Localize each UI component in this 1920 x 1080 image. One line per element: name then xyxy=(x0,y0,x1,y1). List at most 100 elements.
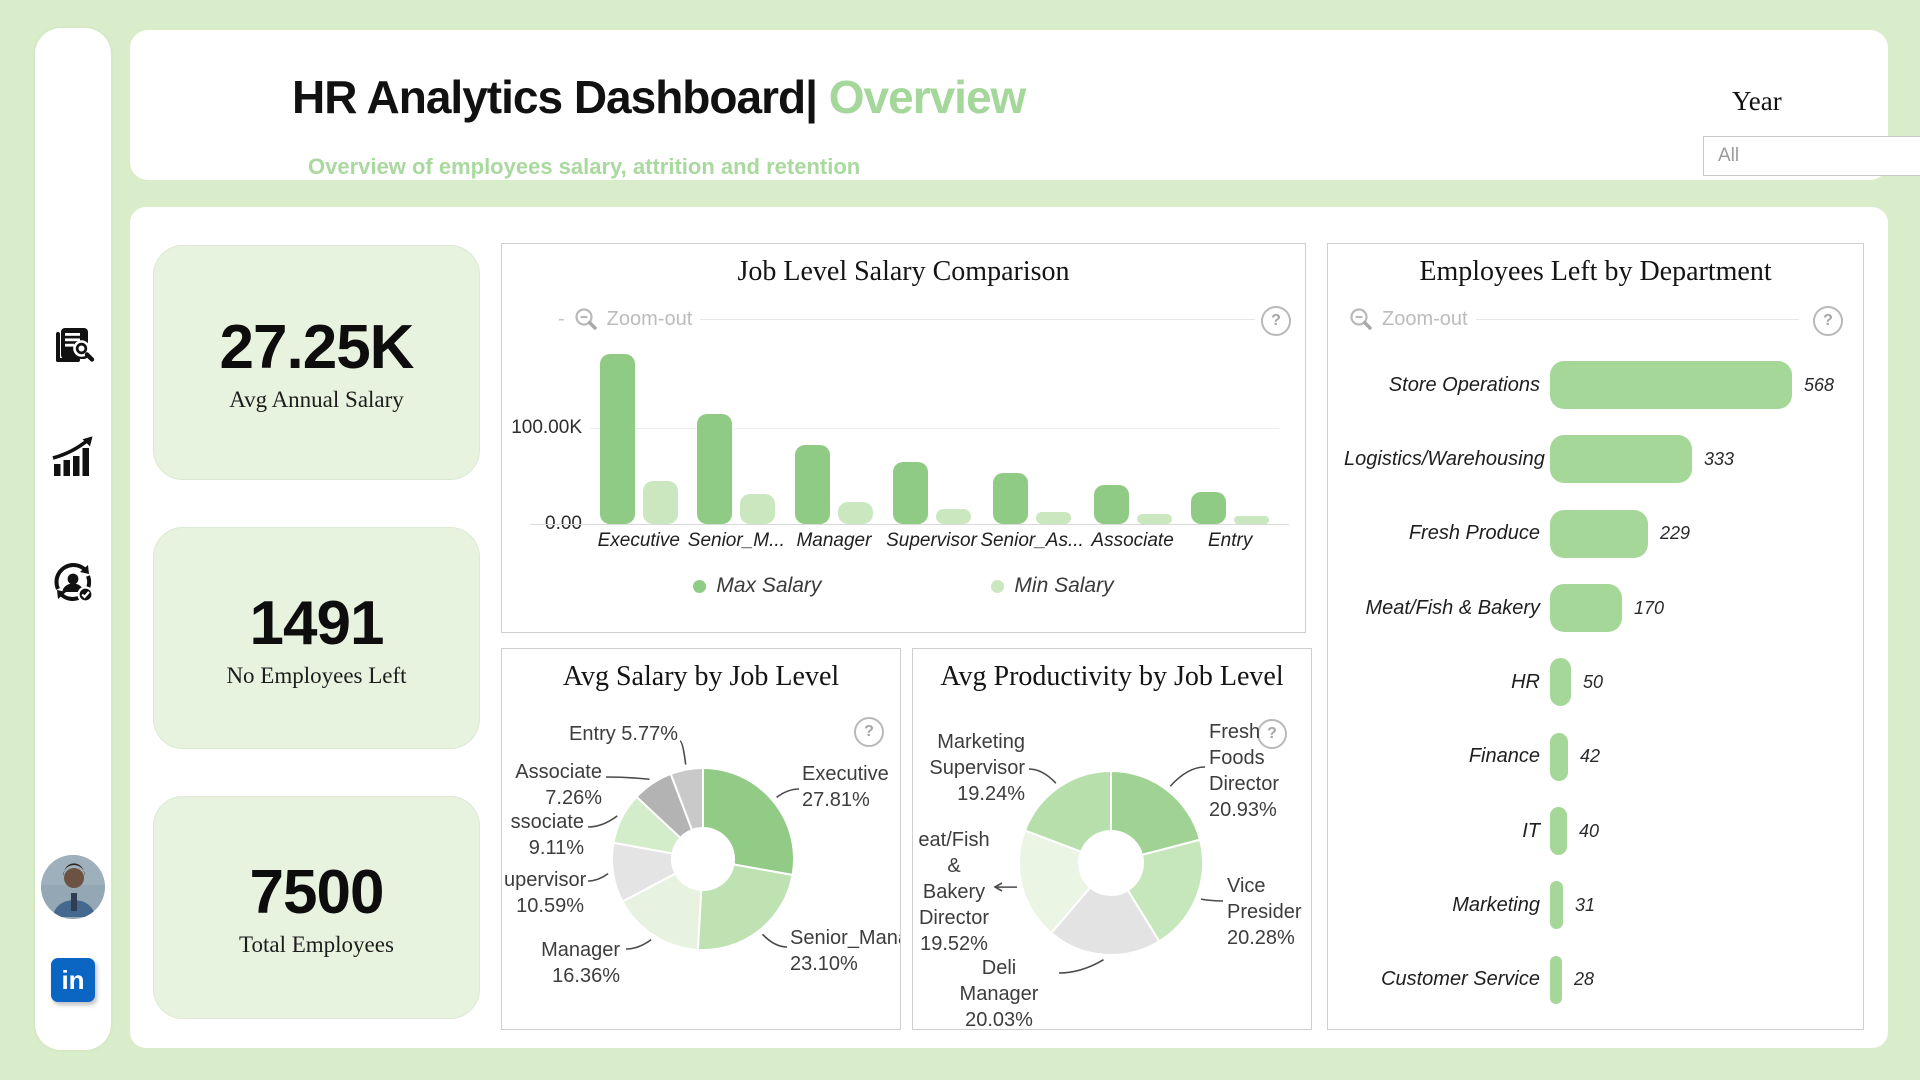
chart-title: Job Level Salary Comparison xyxy=(737,256,1070,287)
avatar[interactable] xyxy=(41,855,105,919)
help-icon[interactable]: ? xyxy=(1813,306,1843,336)
x-axis-label: Associate xyxy=(1091,530,1174,551)
salary-comparison-panel: Job Level Salary Comparison - Zoom-out ?… xyxy=(501,243,1306,633)
dept-row: Logistics/Warehousing 333 xyxy=(1344,422,1851,496)
label-connector xyxy=(679,740,687,765)
dept-value: 229 xyxy=(1660,523,1691,544)
bar-min-salary[interactable] xyxy=(935,509,971,524)
donut-slice[interactable] xyxy=(1110,769,1202,857)
zoom-out-icon[interactable] xyxy=(573,306,599,332)
bar-min-salary[interactable] xyxy=(837,502,873,524)
dept-label: Store Operations xyxy=(1388,373,1540,396)
bar-min-salary[interactable] xyxy=(740,494,776,524)
donut-slice-label: Fresh Foods Director 20.93% xyxy=(1209,721,1280,821)
donut-slice[interactable] xyxy=(1126,838,1204,943)
dept-bar[interactable] xyxy=(1550,361,1792,410)
bar-max-salary[interactable] xyxy=(993,473,1029,524)
chart-title: Avg Productivity by Job Level xyxy=(940,661,1284,692)
dept-label: Fresh Produce xyxy=(1408,522,1540,545)
donut-slice[interactable] xyxy=(621,872,703,951)
linkedin-icon[interactable]: in xyxy=(51,958,95,1002)
donut-slice[interactable] xyxy=(1018,829,1092,935)
toolbar-divider xyxy=(700,318,1255,320)
dept-bar[interactable] xyxy=(1550,435,1692,484)
avg-salary-donut-panel: Avg Salary by Job Level ? Executive 27.81… xyxy=(501,648,901,1030)
collapse-dash[interactable]: - xyxy=(558,307,565,330)
chart-legend: Max Salary Min Salary xyxy=(502,574,1305,598)
x-axis-line xyxy=(530,524,1289,525)
bar-max-salary[interactable] xyxy=(1191,492,1227,524)
employee-retention-icon[interactable] xyxy=(49,558,97,606)
label-connector xyxy=(1200,898,1224,902)
bar-max-salary[interactable] xyxy=(1093,485,1129,524)
bar-min-salary[interactable] xyxy=(1036,512,1072,524)
kpi-card-avg-annual-salary: 27.25K Avg Annual Salary xyxy=(153,245,480,480)
zoom-out-icon[interactable] xyxy=(1348,306,1374,332)
help-icon[interactable]: ? xyxy=(854,717,884,747)
donut-slice-label: upervisor 10.59% xyxy=(504,869,587,917)
legend-dot xyxy=(693,579,707,593)
zoom-out-label[interactable]: Zoom-out xyxy=(606,307,693,330)
dept-bar[interactable] xyxy=(1550,584,1622,633)
bar-min-salary[interactable] xyxy=(642,481,678,524)
year-dropdown[interactable]: All xyxy=(1703,136,1920,176)
dept-value: 40 xyxy=(1579,820,1600,841)
year-filter-label: Year xyxy=(1732,86,1782,116)
page-subtitle: Overview of employees salary, attrition … xyxy=(308,154,861,179)
dept-row: Marketing 31 xyxy=(1344,868,1851,942)
bar-group: Senior_As... xyxy=(980,339,1084,552)
gridline-100k xyxy=(590,428,1279,429)
bar-min-salary[interactable] xyxy=(1136,514,1172,524)
dept-bar[interactable] xyxy=(1550,881,1563,930)
bar-max-salary[interactable] xyxy=(892,462,928,524)
dept-row: Customer Service 28 xyxy=(1344,943,1851,1017)
bar-group: Entry xyxy=(1181,339,1279,552)
report-search-icon[interactable] xyxy=(49,322,97,370)
donut-slice-label: Entry 5.77% xyxy=(569,723,678,745)
donut-slice[interactable] xyxy=(1049,885,1161,956)
label-connector xyxy=(605,776,650,781)
dept-value: 50 xyxy=(1583,671,1604,692)
chart-title: Employees Left by Department xyxy=(1419,256,1772,287)
donut-slice-label: Manager 16.36% xyxy=(541,939,620,987)
bar-group: Supervisor xyxy=(883,339,981,552)
donut-slice[interactable] xyxy=(702,766,795,877)
dept-bar[interactable] xyxy=(1550,732,1568,781)
donut-slice-label: eat/Fish & Bakery Director 19.52% xyxy=(918,829,990,955)
legend-item-max-salary[interactable]: Max Salary xyxy=(693,574,821,598)
dept-label: HR xyxy=(1511,670,1540,693)
dept-bar[interactable] xyxy=(1550,807,1567,856)
donut-slice[interactable] xyxy=(696,863,794,951)
bar-min-salary[interactable] xyxy=(1234,516,1270,524)
donut-chart xyxy=(993,766,1224,974)
dept-value: 31 xyxy=(1575,894,1596,915)
y-axis-tick: 0.00 xyxy=(545,513,582,534)
bar-group: Executive xyxy=(590,339,688,552)
bar-max-salary[interactable] xyxy=(599,354,635,524)
label-connector xyxy=(1169,766,1206,787)
dept-value: 170 xyxy=(1634,597,1665,618)
dept-label: Finance xyxy=(1468,745,1540,768)
donut-slice[interactable] xyxy=(1023,769,1112,853)
legend-item-min-salary[interactable]: Min Salary xyxy=(991,574,1114,598)
zoom-out-label[interactable]: Zoom-out xyxy=(1382,307,1468,330)
bar-max-salary[interactable] xyxy=(697,414,733,524)
toolbar-divider xyxy=(1475,318,1799,320)
growth-chart-icon[interactable] xyxy=(49,433,97,481)
dept-label: Meat/Fish & Bakery xyxy=(1365,596,1540,619)
dept-bar[interactable] xyxy=(1550,509,1648,558)
dept-bar[interactable] xyxy=(1550,658,1571,707)
donut-slice[interactable] xyxy=(669,766,704,832)
bar-chart-plot: Executive Senior_M... Manager Supervisor Sen… xyxy=(530,339,1289,552)
dept-label: Logistics/Warehousing xyxy=(1344,447,1545,470)
help-icon[interactable]: ? xyxy=(1261,306,1291,336)
kpi-card-no-employees-left: 1491 No Employees Left xyxy=(153,527,480,749)
x-axis-label: Senior_As... xyxy=(980,530,1084,551)
x-axis-label: Manager xyxy=(796,530,872,551)
help-icon[interactable]: ? xyxy=(1257,719,1287,749)
dept-bar[interactable] xyxy=(1550,955,1562,1004)
year-dropdown-value: All xyxy=(1718,145,1740,166)
bar-max-salary[interactable] xyxy=(794,445,830,524)
dept-value: 42 xyxy=(1580,746,1601,767)
